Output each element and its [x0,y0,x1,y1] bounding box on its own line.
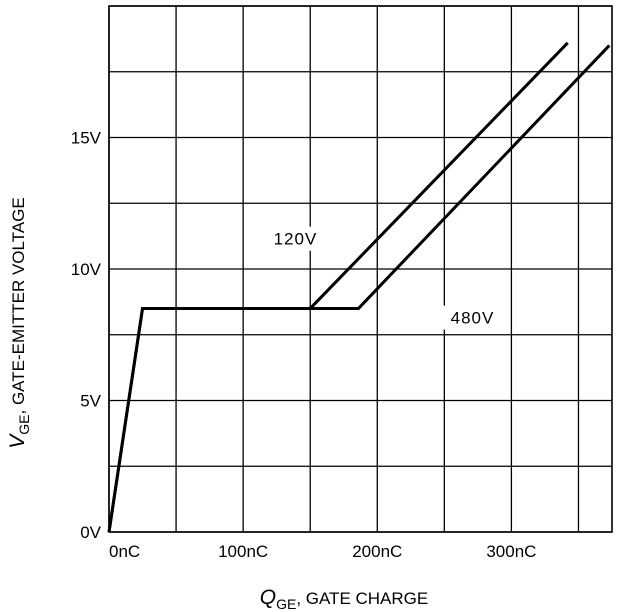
series-label-120V: 120V [274,230,318,249]
plot-frame [108,5,613,533]
x-axis-text: , GATE CHARGE [296,589,428,608]
y-axis-subscript: GE [16,415,32,435]
tick-labels: 0V 5V 10V 15V 0nC 100nC 200nC 300nC [71,129,537,562]
y-axis-title: VGE, GATE-EMITTER VOLTAGE [6,197,32,449]
x-tick-label: 0nC [109,542,140,561]
series-label-background [434,305,511,330]
grid [108,5,613,533]
x-axis-symbol: Q [260,586,276,609]
y-tick-label: 15V [71,129,102,148]
series-line-480V [107,44,611,533]
y-tick-label: 10V [71,260,102,279]
x-tick-label: 300nC [486,542,536,561]
series-labels: 120V 480V [257,226,511,330]
x-axis-title: QGE, GATE CHARGE [260,586,429,612]
y-axis-symbol: V [6,433,29,449]
series-lines [107,41,611,533]
x-tick-label: 100nC [218,542,268,561]
series-label-background [257,226,334,251]
x-axis-subscript: GE [276,596,296,612]
y-tick-label: 5V [80,392,101,411]
series-label-480V: 480V [451,309,495,328]
y-tick-label: 0V [80,523,101,542]
y-axis-text: , GATE-EMITTER VOLTAGE [9,197,28,414]
x-tick-label: 200nC [352,542,402,561]
